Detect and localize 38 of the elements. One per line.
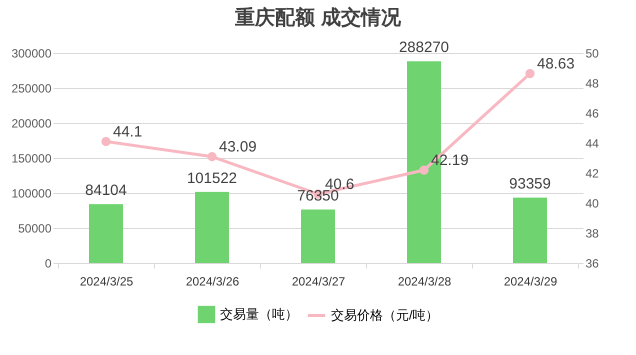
bar: [513, 198, 547, 263]
point: [101, 136, 111, 146]
x-tick-label: 2024/3/27: [292, 274, 346, 288]
data-label: 288270: [398, 39, 450, 56]
x-tick-label: 2024/3/26: [186, 274, 240, 288]
y2-tick-label: 50: [586, 46, 600, 60]
y-tick-label: 0: [44, 256, 52, 270]
y-tick-label: 100000: [11, 186, 52, 200]
data-label: 48.63: [537, 56, 575, 73]
y2-tick-label: 42: [586, 166, 600, 180]
x-tick-label: 2024/3/28: [398, 274, 452, 288]
bar: [301, 210, 335, 263]
point: [525, 68, 535, 78]
legend-label: 交易量（吨）: [220, 306, 298, 322]
point: [207, 152, 217, 162]
data-label: 93359: [509, 176, 551, 193]
x-tick-label: 2024/3/29: [504, 274, 558, 288]
y2-tick-label: 36: [586, 256, 600, 270]
y2-tick-label: 46: [586, 106, 600, 120]
y-tick-label: 300000: [11, 46, 52, 60]
y2-tick-label: 44: [586, 136, 600, 150]
y2-tick-label: 38: [586, 226, 600, 240]
y-tick-label: 150000: [11, 152, 52, 166]
y-tick-label: 50000: [18, 222, 52, 236]
y2-tick-label: 48: [586, 76, 600, 90]
chart-title: 重庆配额 成交情况: [234, 6, 402, 30]
y2-tick-label: 40: [586, 196, 600, 210]
legend-label: 交易价格（元/吨）: [331, 308, 439, 322]
data-label: 84104: [85, 182, 127, 200]
data-label: 43.09: [219, 138, 257, 156]
y-tick-label: 200000: [11, 116, 52, 130]
data-label: 101522: [186, 170, 238, 187]
bar: [89, 204, 123, 263]
data-label: 44.1: [113, 124, 142, 140]
x-tick-label: 2024/3/25: [80, 274, 134, 288]
point: [419, 166, 429, 175]
bar: [195, 192, 229, 263]
y-tick-label: 250000: [11, 82, 52, 96]
